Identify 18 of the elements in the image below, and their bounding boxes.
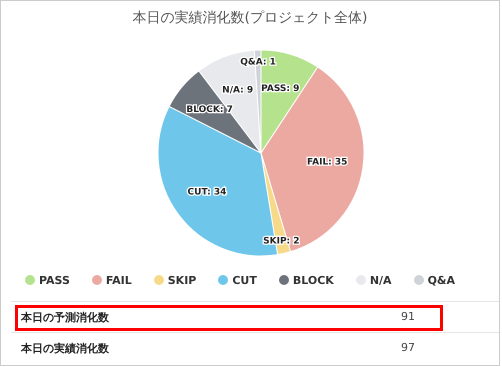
legend-label: FAIL [106,274,132,287]
legend-label: Q&A [428,274,456,287]
text: 本日の予測消化数 [21,310,109,325]
data-label: CUT: 34 [188,188,226,198]
chart-title: 本日の実績消化数(プロジェクト全体) [132,9,368,28]
data-label: Q&A: 1 [240,57,276,68]
legend-label: CUT [232,274,257,287]
data-label: N/A: 9 [222,85,254,96]
text: 97 [401,341,415,354]
data-label: FAIL: 35 [307,158,348,168]
text: 91 [401,310,415,323]
legend-label: PASS [38,274,70,287]
data-label: BLOCK: 7 [186,105,233,116]
legend-label: BLOCK [292,274,334,287]
text: 本日の実績消化数 [21,341,109,356]
legend-label: N/A [370,274,392,287]
data-label: PASS: 9 [261,84,300,94]
legend-label: SKIP [168,274,196,287]
